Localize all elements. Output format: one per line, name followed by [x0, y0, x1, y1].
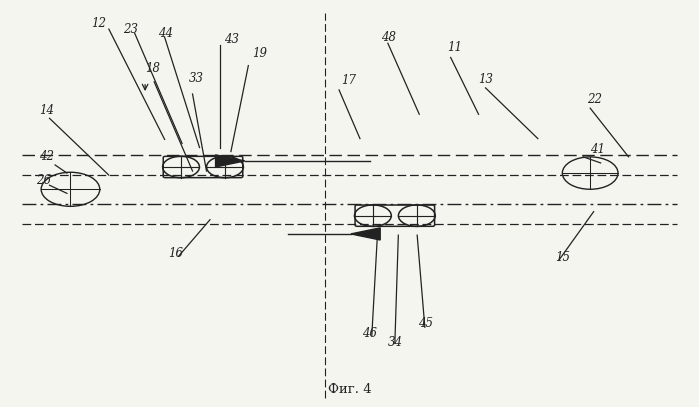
Text: 33: 33: [189, 72, 204, 85]
Text: 23: 23: [123, 23, 138, 36]
Text: 45: 45: [418, 317, 433, 330]
Text: 17: 17: [341, 74, 356, 87]
Text: 11: 11: [447, 42, 462, 55]
Text: 42: 42: [39, 150, 54, 163]
Text: 16: 16: [168, 247, 183, 260]
Text: 14: 14: [39, 104, 54, 117]
Text: Фиг. 4: Фиг. 4: [328, 383, 371, 396]
Text: 44: 44: [158, 27, 173, 40]
Text: 41: 41: [590, 143, 605, 156]
Text: 26: 26: [36, 174, 50, 187]
Polygon shape: [215, 155, 245, 167]
Text: 15: 15: [555, 251, 570, 264]
Text: 48: 48: [381, 31, 396, 44]
Text: 46: 46: [362, 327, 377, 340]
Text: 19: 19: [252, 48, 267, 61]
Text: 12: 12: [92, 17, 106, 30]
Text: 34: 34: [388, 336, 403, 349]
Text: 13: 13: [479, 72, 493, 85]
Text: 18: 18: [145, 62, 160, 74]
Text: 43: 43: [224, 33, 239, 46]
Polygon shape: [351, 228, 380, 240]
Text: 22: 22: [586, 93, 602, 106]
